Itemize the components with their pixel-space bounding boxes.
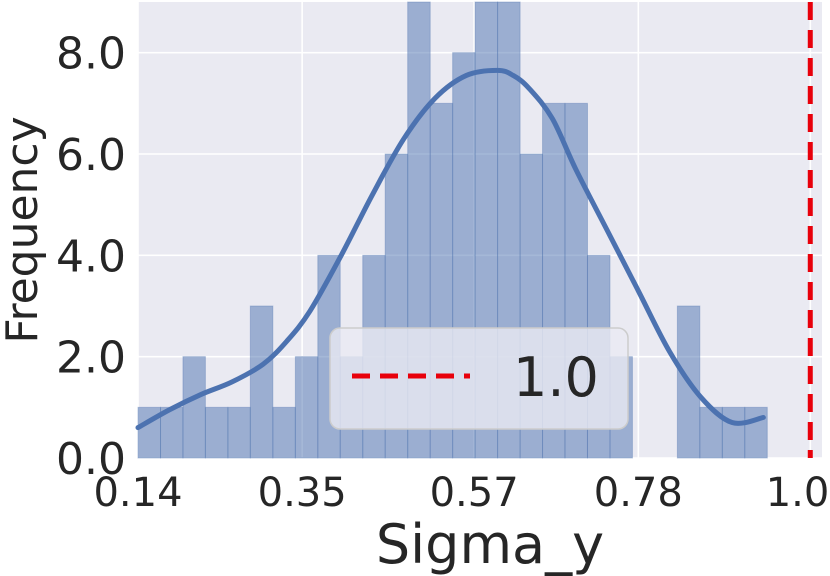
histogram-bar	[204, 406, 229, 459]
legend-label: 1.0	[513, 346, 599, 409]
histogram-bar	[182, 356, 206, 459]
y-tick-label: 2.0	[56, 333, 126, 384]
y-axis-label: Frequency	[0, 116, 48, 343]
x-tick-label: 0.57	[430, 470, 519, 516]
kde-curve	[135, 67, 766, 431]
x-tick-label: 0.78	[594, 470, 683, 516]
legend: 1.0	[329, 327, 629, 430]
histogram-bar	[249, 305, 274, 459]
histogram-bar	[294, 356, 319, 459]
y-tick-label: 8.0	[56, 29, 126, 80]
histogram-bar	[227, 406, 251, 459]
legend-box	[329, 327, 629, 430]
x-axis-label: Sigma_y	[376, 513, 604, 576]
histogram-bar	[744, 406, 768, 459]
y-tick-labels: 0.0 2.0 4.0 6.0 8.0	[56, 29, 126, 485]
histogram-bar	[721, 406, 746, 459]
x-tick-label: 0.14	[93, 470, 182, 516]
y-tick-label: 6.0	[56, 130, 126, 181]
y-tick-label: 0.0	[56, 434, 126, 485]
x-tick-label: 1.00	[766, 470, 830, 516]
y-tick-label: 4.0	[56, 231, 126, 282]
x-tick-labels: 0.14 0.35 0.57 0.78 1.00	[93, 470, 830, 516]
histogram-bar	[272, 406, 296, 459]
x-tick-label: 0.35	[258, 470, 347, 516]
